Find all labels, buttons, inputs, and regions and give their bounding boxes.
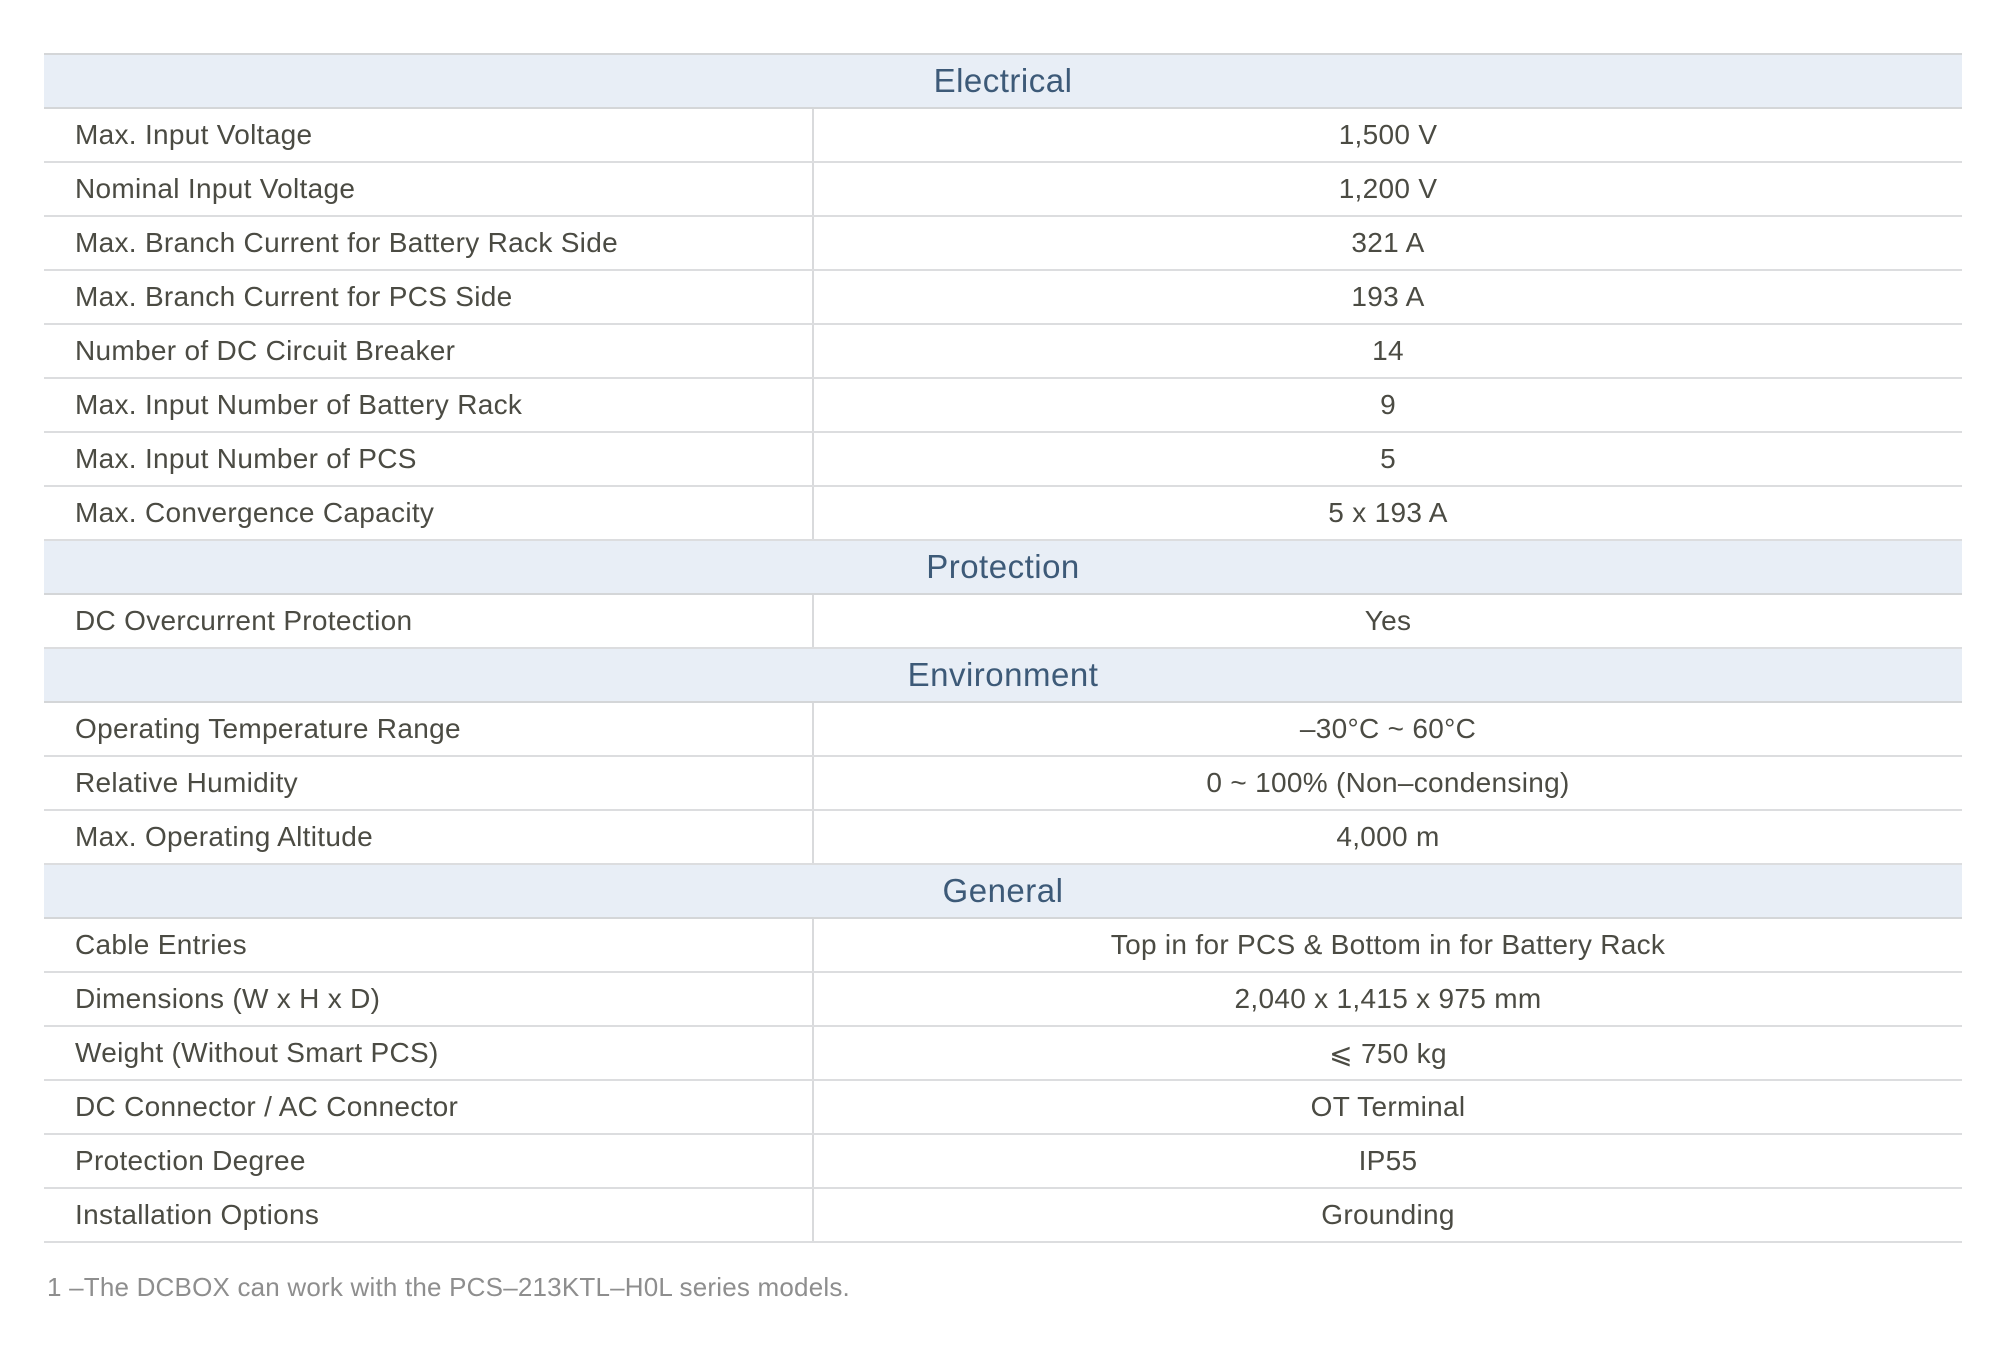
row-label: Operating Temperature Range — [75, 713, 461, 744]
table-row: Weight (Without Smart PCS) ⩽ 750 kg — [44, 1027, 1962, 1081]
section-header-general: General — [44, 865, 1962, 919]
row-value: 14 — [812, 325, 1962, 377]
row-label: Dimensions (W x H x D) — [75, 983, 381, 1014]
row-value: 0 ~ 100% (Non–condensing) — [812, 757, 1962, 809]
row-label: DC Connector / AC Connector — [75, 1091, 459, 1122]
section-header-electrical: Electrical — [44, 55, 1962, 109]
row-value: 9 — [812, 379, 1962, 431]
table-row: Cable Entries Top in for PCS & Bottom in … — [44, 919, 1962, 973]
row-label: Cable Entries — [75, 929, 247, 960]
table-row: Installation Options Grounding — [44, 1189, 1962, 1243]
section-header-protection: Protection — [44, 541, 1962, 595]
table-row: Nominal Input Voltage 1,200 V — [44, 163, 1962, 217]
row-value: OT Terminal — [812, 1081, 1962, 1133]
table-row: Max. Input Number of PCS 5 — [44, 433, 1962, 487]
table-row: Max. Input Number of Battery Rack 9 — [44, 379, 1962, 433]
table-row: Max. Input Voltage 1,500 V — [44, 109, 1962, 163]
table-row: Operating Temperature Range –30°C ~ 60°C — [44, 703, 1962, 757]
row-label: Relative Humidity — [75, 767, 298, 798]
table-row: Max. Operating Altitude 4,000 m — [44, 811, 1962, 865]
row-label: Weight (Without Smart PCS) — [75, 1037, 439, 1068]
row-label: Max. Branch Current for Battery Rack Sid… — [75, 227, 618, 258]
row-label: Max. Input Number of PCS — [75, 443, 417, 474]
row-value: Yes — [812, 595, 1962, 647]
footnote: 1 –The DCBOX can work with the PCS–213KT… — [47, 1272, 850, 1302]
row-value: 1,500 V — [812, 109, 1962, 161]
row-value: Grounding — [812, 1189, 1962, 1241]
row-value: ⩽ 750 kg — [812, 1027, 1962, 1079]
row-label: Protection Degree — [75, 1145, 306, 1176]
row-label: Max. Input Voltage — [75, 119, 313, 150]
spec-table: Electrical Max. Input Voltage 1,500 V Nomin… — [44, 53, 1962, 1243]
table-row: Max. Convergence Capacity 5 x 193 A — [44, 487, 1962, 541]
row-value: –30°C ~ 60°C — [812, 703, 1962, 755]
table-row: Dimensions (W x H x D) 2,040 x 1,415 x 97… — [44, 973, 1962, 1027]
row-label: Installation Options — [75, 1199, 320, 1230]
row-value: 5 — [812, 433, 1962, 485]
table-row: Max. Branch Current for PCS Side 193 A — [44, 271, 1962, 325]
row-label: Max. Branch Current for PCS Side — [75, 281, 513, 312]
row-value: 193 A — [812, 271, 1962, 323]
row-value: 1,200 V — [812, 163, 1962, 215]
row-value: 321 A — [812, 217, 1962, 269]
row-value: IP55 — [812, 1135, 1962, 1187]
row-value: Top in for PCS & Bottom in for Battery R… — [812, 919, 1962, 971]
row-label: DC Overcurrent Protection — [75, 605, 413, 636]
table-row: DC Connector / AC Connector OT Terminal — [44, 1081, 1962, 1135]
row-value: 4,000 m — [812, 811, 1962, 863]
table-row: Protection Degree IP55 — [44, 1135, 1962, 1189]
table-row: Max. Branch Current for Battery Rack Sid… — [44, 217, 1962, 271]
section-header-environment: Environment — [44, 649, 1962, 703]
row-value: 5 x 193 A — [812, 487, 1962, 539]
row-label: Number of DC Circuit Breaker — [75, 335, 456, 366]
row-label: Nominal Input Voltage — [75, 173, 356, 204]
table-row: DC Overcurrent Protection Yes — [44, 595, 1962, 649]
row-label: Max. Operating Altitude — [75, 821, 373, 852]
row-label: Max. Convergence Capacity — [75, 497, 435, 528]
table-row: Relative Humidity 0 ~ 100% (Non–condensin… — [44, 757, 1962, 811]
row-value: 2,040 x 1,415 x 975 mm — [812, 973, 1962, 1025]
table-row: Number of DC Circuit Breaker 14 — [44, 325, 1962, 379]
row-label: Max. Input Number of Battery Rack — [75, 389, 523, 420]
